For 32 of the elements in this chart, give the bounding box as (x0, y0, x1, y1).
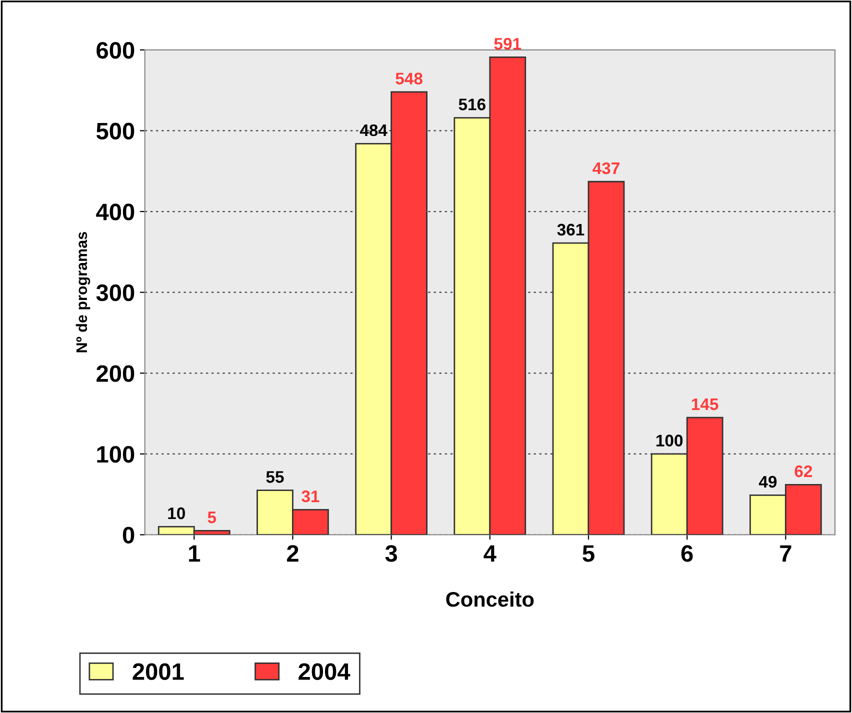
data-label: 62 (794, 465, 812, 478)
x-tick-label: 5 (582, 545, 594, 562)
x-tick-label: 1 (189, 545, 200, 562)
x-axis-title: Conceito (446, 591, 534, 607)
y-tick-label: 300 (96, 284, 134, 302)
y-tick-label: 100 (97, 446, 134, 463)
x-tick-label: 6 (681, 545, 693, 562)
data-label: 5 (208, 512, 216, 524)
data-label: 49 (758, 476, 777, 488)
x-tick-label: 4 (484, 545, 496, 562)
y-tick-label: 500 (96, 122, 134, 140)
x-tick-label: 7 (780, 545, 792, 562)
data-label: 591 (494, 38, 522, 50)
legend-label: 2004 (298, 663, 350, 680)
y-axis-title: Nº de programas (76, 232, 90, 352)
y-tick-label: 600 (96, 42, 134, 59)
data-label: 55 (266, 471, 284, 483)
data-label: 548 (396, 72, 422, 84)
y-tick-label: 0 (122, 526, 134, 544)
data-label: 31 (302, 490, 320, 502)
data-label: 361 (557, 224, 584, 236)
legend-label: 2001 (132, 663, 184, 680)
data-label: 145 (692, 398, 718, 410)
y-tick-label: 400 (96, 204, 134, 220)
data-label: 437 (592, 162, 620, 174)
data-label: 484 (360, 124, 388, 136)
data-label: 10 (168, 507, 185, 520)
x-tick-label: 2 (286, 545, 298, 562)
x-tick-label: 3 (385, 545, 398, 562)
y-tick-label: 200 (96, 365, 134, 382)
data-label: 516 (458, 98, 486, 110)
data-label: 100 (656, 434, 683, 446)
